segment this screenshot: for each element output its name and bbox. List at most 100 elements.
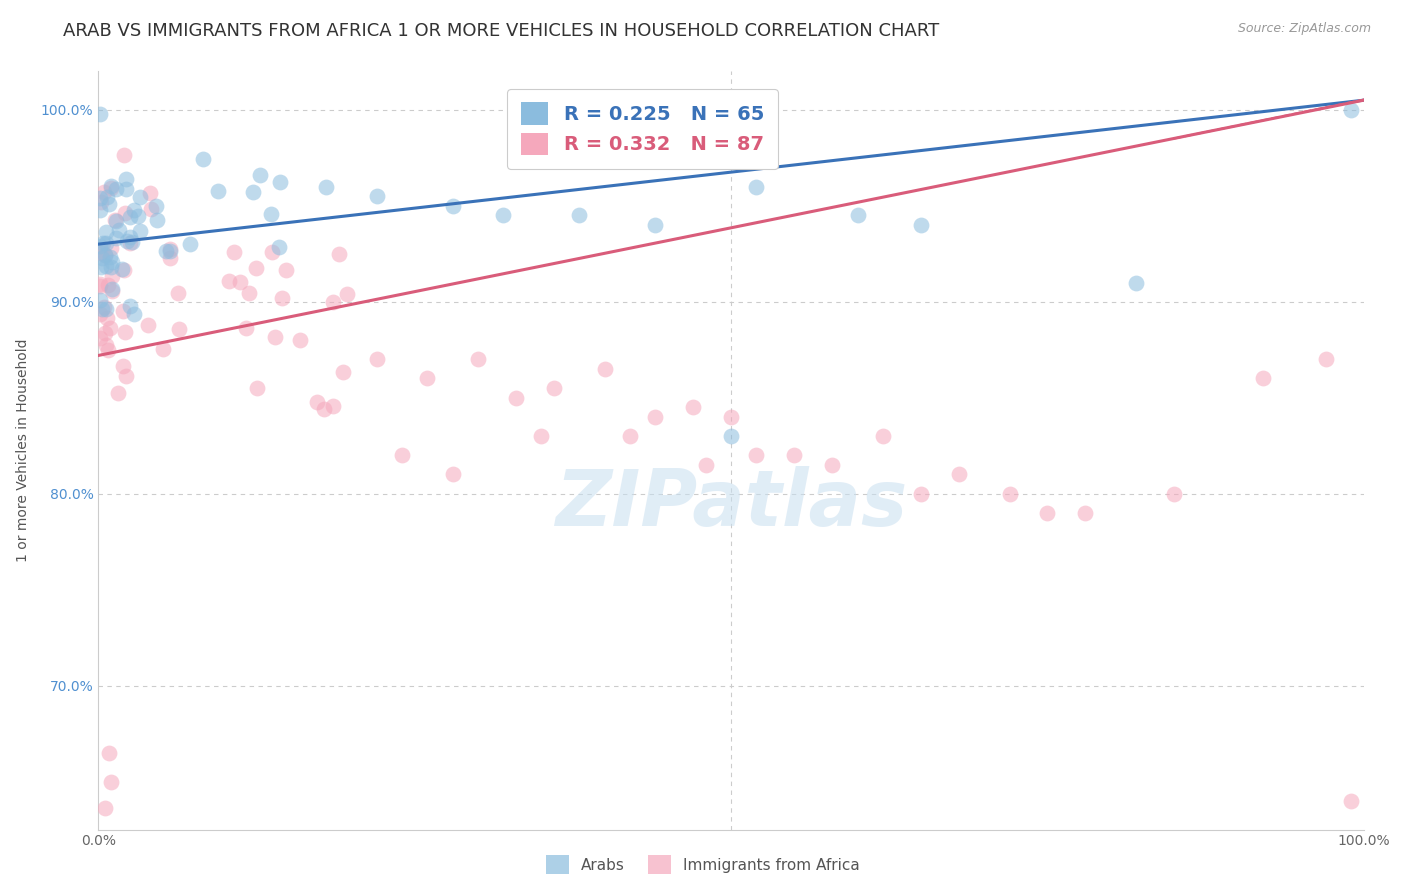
Point <box>127 209 149 223</box>
Legend: R = 0.225   N = 65, R = 0.332   N = 87: R = 0.225 N = 65, R = 0.332 N = 87 <box>508 88 778 169</box>
Point <box>94 337 117 351</box>
Point <box>593 362 616 376</box>
Point <box>720 429 742 443</box>
Point <box>492 208 515 222</box>
Point <box>101 254 124 268</box>
Point <box>115 181 138 195</box>
Point <box>910 218 932 232</box>
Point <box>90 245 112 260</box>
Point <box>89 293 111 307</box>
Point <box>100 282 122 296</box>
Point <box>100 179 122 194</box>
Point <box>260 207 283 221</box>
Point <box>682 401 704 415</box>
Point <box>218 274 240 288</box>
Point <box>249 168 271 182</box>
Point <box>100 269 122 284</box>
Point <box>115 235 138 249</box>
Point <box>1163 486 1185 500</box>
Point <box>505 391 527 405</box>
Point <box>122 307 145 321</box>
Point <box>146 213 169 227</box>
Point <box>269 175 291 189</box>
Point <box>245 260 267 275</box>
Point <box>96 190 118 204</box>
Point <box>122 202 145 217</box>
Point <box>111 262 134 277</box>
Point <box>1251 371 1274 385</box>
Point <box>93 300 115 314</box>
Point <box>619 429 641 443</box>
Point <box>96 235 118 250</box>
Point <box>89 260 111 275</box>
Point <box>105 231 128 245</box>
Point <box>260 244 283 259</box>
Point <box>910 486 932 500</box>
Point <box>93 801 117 815</box>
Point <box>312 402 335 417</box>
Point <box>90 251 112 265</box>
Point <box>745 448 768 462</box>
Point <box>93 248 115 262</box>
Point <box>89 194 111 209</box>
Point <box>96 310 118 325</box>
Point <box>97 746 120 760</box>
Point <box>441 467 464 482</box>
Point <box>100 260 122 275</box>
Point <box>100 241 122 255</box>
Point <box>167 285 190 300</box>
Point <box>267 240 290 254</box>
Point <box>94 301 117 316</box>
Text: ARAB VS IMMIGRANTS FROM AFRICA 1 OR MORE VEHICLES IN HOUSEHOLD CORRELATION CHART: ARAB VS IMMIGRANTS FROM AFRICA 1 OR MORE… <box>63 22 939 40</box>
Point <box>91 302 114 317</box>
Point <box>107 385 129 400</box>
Point <box>242 185 264 199</box>
Point <box>644 409 666 424</box>
Point <box>114 368 136 383</box>
Point <box>155 244 177 259</box>
Point <box>94 225 117 239</box>
Point <box>271 291 294 305</box>
Point <box>872 429 894 443</box>
Point <box>1340 103 1362 117</box>
Point <box>118 210 141 224</box>
Text: ZIPatlas: ZIPatlas <box>555 466 907 541</box>
Point <box>114 325 136 339</box>
Point <box>783 448 806 462</box>
Point <box>94 248 117 262</box>
Point <box>322 399 344 413</box>
Point <box>821 458 844 472</box>
Point <box>207 185 229 199</box>
Point <box>112 148 135 162</box>
Point <box>89 203 111 218</box>
Point <box>1315 352 1337 367</box>
Point <box>276 263 298 277</box>
Point <box>89 239 111 253</box>
Y-axis label: 1 or more Vehicles in Household: 1 or more Vehicles in Household <box>15 339 30 562</box>
Point <box>89 331 111 345</box>
Point <box>264 330 287 344</box>
Point <box>89 246 111 260</box>
Point <box>228 276 250 290</box>
Point <box>97 197 120 211</box>
Point <box>998 486 1021 500</box>
Point <box>467 352 489 367</box>
Point <box>112 262 135 277</box>
Point <box>111 304 134 318</box>
Point <box>568 208 591 222</box>
Point <box>441 199 464 213</box>
Point <box>846 208 869 222</box>
Point <box>246 381 269 395</box>
Point <box>191 152 214 166</box>
Point <box>107 223 129 237</box>
Point <box>948 467 970 482</box>
Point <box>114 171 136 186</box>
Point <box>101 284 124 298</box>
Point <box>139 186 162 200</box>
Point <box>695 458 717 472</box>
Point <box>530 429 553 443</box>
Point <box>105 182 128 196</box>
Point <box>89 191 111 205</box>
Point <box>114 206 136 220</box>
Point <box>745 179 768 194</box>
